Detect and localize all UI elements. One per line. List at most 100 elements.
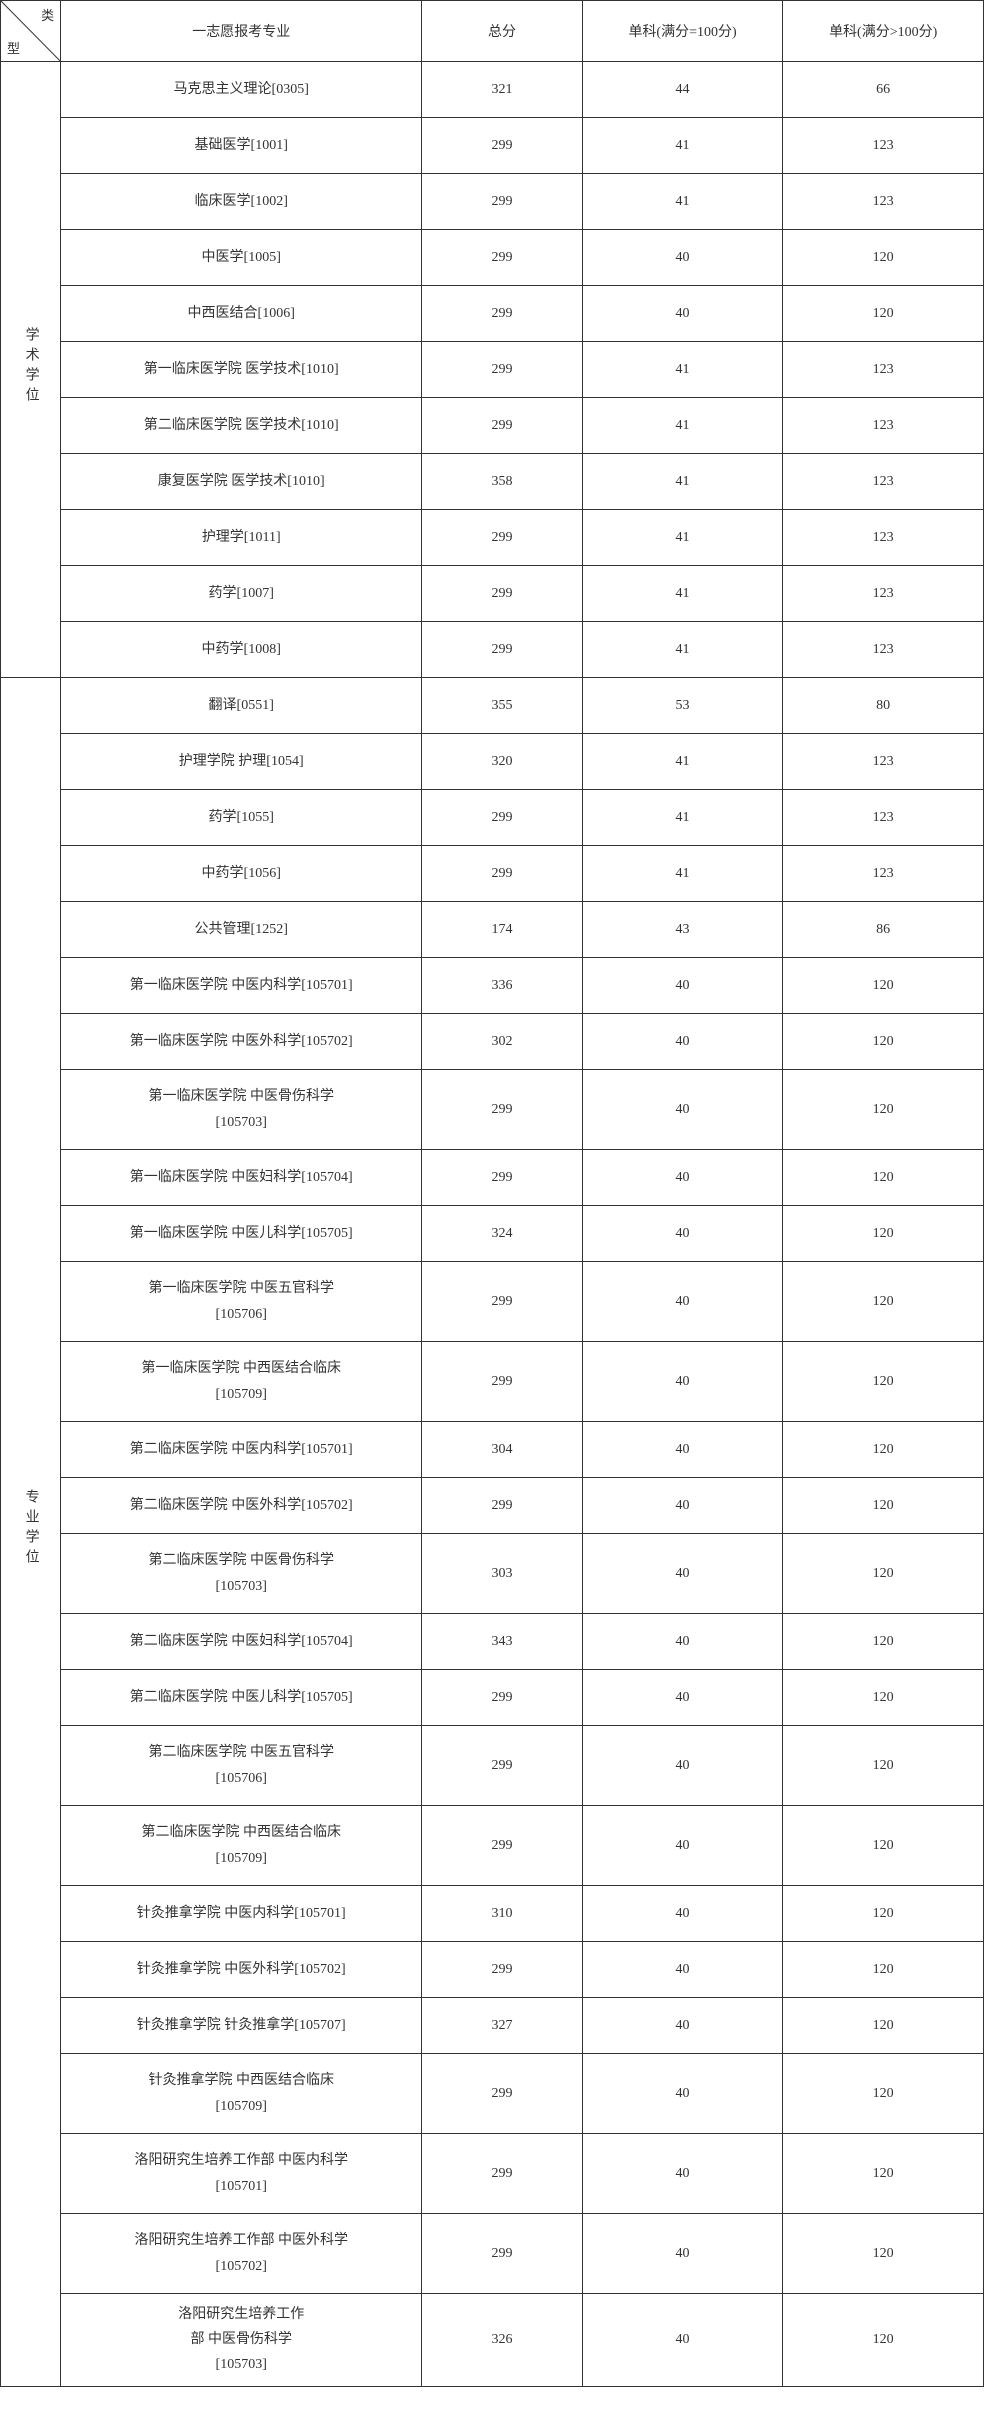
sub1-cell: 40 — [582, 1070, 783, 1150]
sub2-cell: 120 — [783, 286, 984, 342]
sub1-cell: 41 — [582, 118, 783, 174]
sub1-cell: 40 — [582, 1206, 783, 1262]
sub1-cell: 41 — [582, 174, 783, 230]
sub2-cell: 120 — [783, 2134, 984, 2214]
table-row: 洛阳研究生培养工作部 中医骨伤科学[105703]32640120 — [1, 2294, 984, 2387]
table-row: 第二临床医学院 中医妇科学[105704]34340120 — [1, 1614, 984, 1670]
type-label: 学术学位 — [21, 327, 41, 407]
major-cell: 公共管理[1252] — [61, 902, 422, 958]
sub1-cell: 40 — [582, 1534, 783, 1614]
sub2-cell: 120 — [783, 1998, 984, 2054]
total-cell: 324 — [422, 1206, 582, 1262]
score-table-container: 类 型 一志愿报考专业 总分 单科(满分=100分) 单科(满分>100分) 学… — [0, 0, 984, 2387]
total-cell: 299 — [422, 2054, 582, 2134]
table-body: 学术学位马克思主义理论[0305]3214466基础医学[1001]299411… — [1, 62, 984, 2387]
sub1-cell: 40 — [582, 230, 783, 286]
type-cell: 学术学位 — [1, 62, 61, 678]
table-row: 第一临床医学院 中医五官科学[105706]29940120 — [1, 1262, 984, 1342]
table-row: 第一临床医学院 中西医结合临床[105709]29940120 — [1, 1342, 984, 1422]
table-row: 第一临床医学院 中医骨伤科学[105703]29940120 — [1, 1070, 984, 1150]
major-cell: 中医学[1005] — [61, 230, 422, 286]
total-cell: 299 — [422, 1342, 582, 1422]
sub2-cell: 123 — [783, 342, 984, 398]
sub2-cell: 120 — [783, 1534, 984, 1614]
total-cell: 299 — [422, 790, 582, 846]
header-type: 类 型 — [1, 1, 61, 62]
type-label: 专业学位 — [21, 1489, 41, 1569]
major-cell: 洛阳研究生培养工作部 中医内科学[105701] — [61, 2134, 422, 2214]
major-cell: 第二临床医学院 中西医结合临床[105709] — [61, 1806, 422, 1886]
major-cell: 第二临床医学院 中医外科学[105702] — [61, 1478, 422, 1534]
sub2-cell: 120 — [783, 1806, 984, 1886]
major-cell: 第一临床医学院 中医外科学[105702] — [61, 1014, 422, 1070]
total-cell: 304 — [422, 1422, 582, 1478]
total-cell: 310 — [422, 1886, 582, 1942]
sub1-cell: 40 — [582, 1998, 783, 2054]
sub1-cell: 40 — [582, 1670, 783, 1726]
total-cell: 299 — [422, 566, 582, 622]
major-cell: 翻译[0551] — [61, 678, 422, 734]
major-cell: 第二临床医学院 医学技术[1010] — [61, 398, 422, 454]
major-cell: 针灸推拿学院 中医内科学[105701] — [61, 1886, 422, 1942]
total-cell: 299 — [422, 622, 582, 678]
sub2-cell: 123 — [783, 734, 984, 790]
major-cell: 中西医结合[1006] — [61, 286, 422, 342]
sub1-cell: 53 — [582, 678, 783, 734]
table-row: 药学[1007]29941123 — [1, 566, 984, 622]
table-row: 公共管理[1252]1744386 — [1, 902, 984, 958]
sub1-cell: 40 — [582, 1342, 783, 1422]
total-cell: 303 — [422, 1534, 582, 1614]
sub2-cell: 86 — [783, 902, 984, 958]
sub2-cell: 120 — [783, 1014, 984, 1070]
sub2-cell: 120 — [783, 2294, 984, 2387]
sub1-cell: 40 — [582, 1014, 783, 1070]
table-row: 针灸推拿学院 中医外科学[105702]29940120 — [1, 1942, 984, 1998]
major-cell: 第二临床医学院 中医内科学[105701] — [61, 1422, 422, 1478]
sub2-cell: 120 — [783, 2214, 984, 2294]
major-cell: 第一临床医学院 中医内科学[105701] — [61, 958, 422, 1014]
major-cell: 中药学[1056] — [61, 846, 422, 902]
table-row: 专业学位翻译[0551]3555380 — [1, 678, 984, 734]
total-cell: 299 — [422, 1070, 582, 1150]
major-cell: 第一临床医学院 中西医结合临床[105709] — [61, 1342, 422, 1422]
total-cell: 299 — [422, 1670, 582, 1726]
total-cell: 299 — [422, 510, 582, 566]
major-cell: 临床医学[1002] — [61, 174, 422, 230]
sub2-cell: 123 — [783, 566, 984, 622]
major-cell: 马克思主义理论[0305] — [61, 62, 422, 118]
table-row: 第二临床医学院 中西医结合临床[105709]29940120 — [1, 1806, 984, 1886]
table-row: 洛阳研究生培养工作部 中医外科学[105702]29940120 — [1, 2214, 984, 2294]
table-row: 第二临床医学院 中医儿科学[105705]29940120 — [1, 1670, 984, 1726]
total-cell: 302 — [422, 1014, 582, 1070]
sub1-cell: 40 — [582, 1942, 783, 1998]
sub1-cell: 40 — [582, 1150, 783, 1206]
total-cell: 355 — [422, 678, 582, 734]
sub1-cell: 40 — [582, 2214, 783, 2294]
sub2-cell: 66 — [783, 62, 984, 118]
total-cell: 299 — [422, 2134, 582, 2214]
total-cell: 299 — [422, 230, 582, 286]
table-row: 中医学[1005]29940120 — [1, 230, 984, 286]
sub1-cell: 43 — [582, 902, 783, 958]
sub2-cell: 123 — [783, 398, 984, 454]
sub2-cell: 123 — [783, 118, 984, 174]
major-cell: 第一临床医学院 中医儿科学[105705] — [61, 1206, 422, 1262]
table-row: 第一临床医学院 中医妇科学[105704]29940120 — [1, 1150, 984, 1206]
total-cell: 299 — [422, 286, 582, 342]
sub1-cell: 40 — [582, 2054, 783, 2134]
sub2-cell: 120 — [783, 1422, 984, 1478]
sub2-cell: 120 — [783, 1478, 984, 1534]
sub2-cell: 120 — [783, 1614, 984, 1670]
sub2-cell: 120 — [783, 958, 984, 1014]
table-row: 针灸推拿学院 中西医结合临床[105709]29940120 — [1, 2054, 984, 2134]
total-cell: 327 — [422, 1998, 582, 2054]
total-cell: 299 — [422, 1478, 582, 1534]
total-cell: 299 — [422, 846, 582, 902]
sub1-cell: 40 — [582, 1726, 783, 1806]
table-row: 康复医学院 医学技术[1010]35841123 — [1, 454, 984, 510]
sub1-cell: 40 — [582, 2294, 783, 2387]
sub1-cell: 41 — [582, 510, 783, 566]
sub1-cell: 41 — [582, 454, 783, 510]
total-cell: 320 — [422, 734, 582, 790]
sub1-cell: 40 — [582, 2134, 783, 2214]
